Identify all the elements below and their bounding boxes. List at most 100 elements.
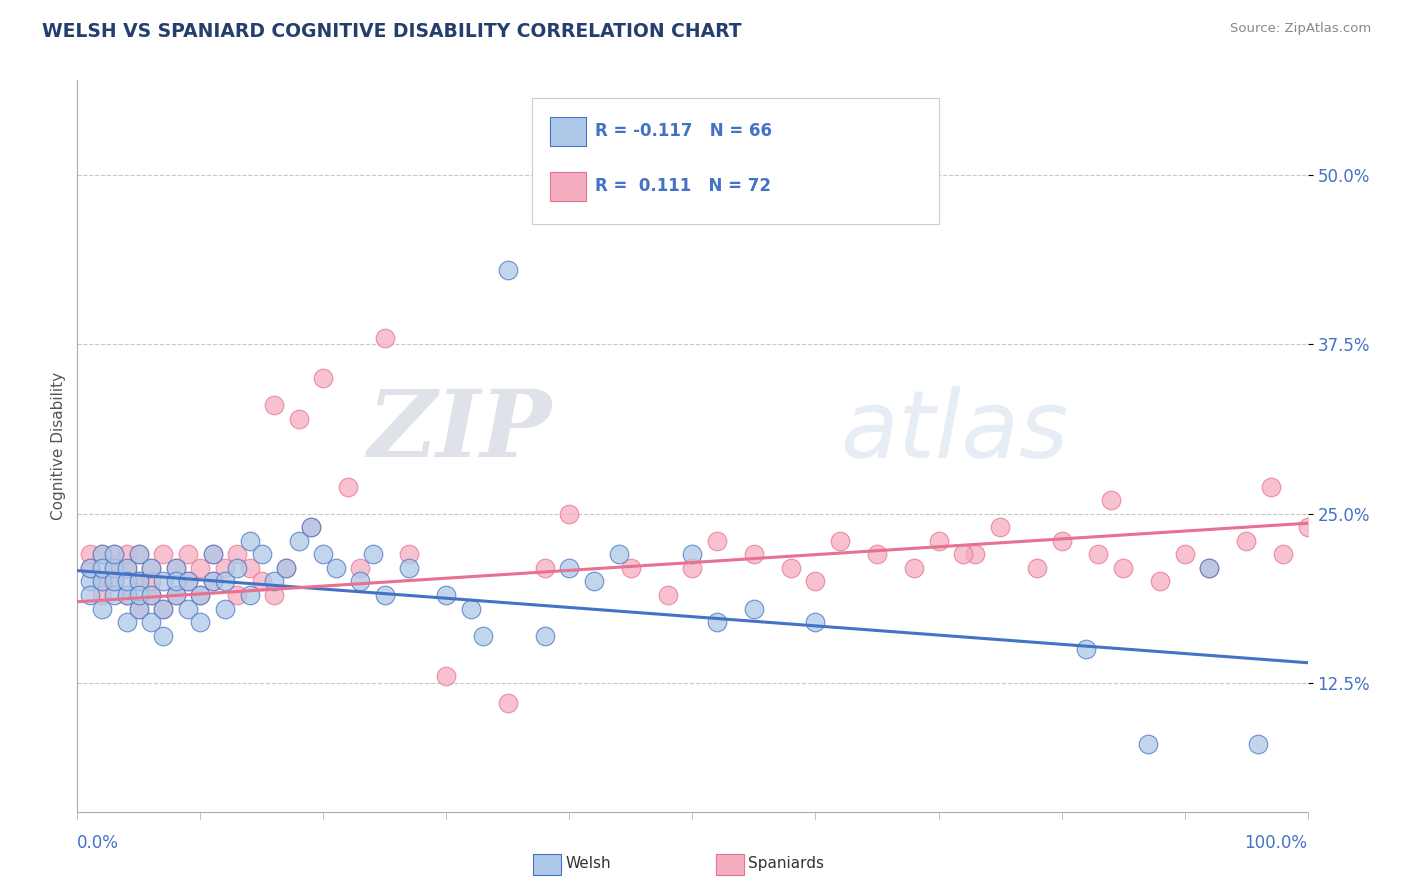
Point bbox=[188, 615, 212, 629]
Point bbox=[1076, 642, 1098, 657]
Text: atlas: atlas bbox=[841, 386, 1069, 477]
Point bbox=[496, 263, 519, 277]
Point bbox=[141, 574, 163, 589]
Point bbox=[288, 412, 311, 426]
Point bbox=[90, 547, 114, 561]
Text: R = -0.117   N = 66: R = -0.117 N = 66 bbox=[595, 122, 772, 140]
Point bbox=[128, 547, 150, 561]
Point bbox=[1112, 561, 1135, 575]
Point bbox=[201, 574, 224, 589]
Point bbox=[496, 697, 519, 711]
Point bbox=[1296, 520, 1319, 534]
Point bbox=[177, 574, 200, 589]
Point bbox=[79, 561, 101, 575]
Point bbox=[177, 547, 200, 561]
Point bbox=[214, 601, 236, 615]
Point bbox=[866, 547, 889, 561]
Point bbox=[299, 520, 322, 534]
Point bbox=[1272, 547, 1295, 561]
Point bbox=[128, 574, 150, 589]
Y-axis label: Cognitive Disability: Cognitive Disability bbox=[51, 372, 66, 520]
Point bbox=[201, 574, 224, 589]
Point bbox=[657, 588, 679, 602]
Point bbox=[276, 561, 298, 575]
Point bbox=[276, 561, 298, 575]
Point bbox=[374, 588, 396, 602]
Point bbox=[780, 561, 803, 575]
Point bbox=[460, 601, 482, 615]
Point bbox=[1260, 480, 1282, 494]
Point bbox=[312, 547, 335, 561]
Point bbox=[558, 507, 581, 521]
Point bbox=[152, 601, 174, 615]
Point bbox=[325, 561, 347, 575]
Point bbox=[103, 588, 125, 602]
Point bbox=[188, 588, 212, 602]
Point bbox=[742, 547, 765, 561]
Text: Spaniards: Spaniards bbox=[748, 856, 824, 871]
Point bbox=[79, 574, 101, 589]
Point bbox=[152, 547, 174, 561]
Point bbox=[103, 561, 125, 575]
Point bbox=[374, 331, 396, 345]
Point bbox=[804, 574, 827, 589]
Point bbox=[128, 601, 150, 615]
Point bbox=[1234, 533, 1257, 548]
Point bbox=[141, 561, 163, 575]
Point bbox=[115, 588, 138, 602]
Point bbox=[263, 398, 285, 412]
Point bbox=[79, 547, 101, 561]
Point bbox=[1198, 561, 1220, 575]
Point bbox=[534, 629, 557, 643]
Point bbox=[165, 561, 187, 575]
Point bbox=[337, 480, 360, 494]
Point bbox=[103, 561, 125, 575]
Point bbox=[436, 669, 458, 683]
Point bbox=[436, 588, 458, 602]
Text: Source: ZipAtlas.com: Source: ZipAtlas.com bbox=[1230, 22, 1371, 36]
Point bbox=[239, 588, 262, 602]
Point bbox=[103, 574, 125, 589]
Point bbox=[214, 574, 236, 589]
Point bbox=[141, 561, 163, 575]
Point bbox=[201, 547, 224, 561]
Point bbox=[79, 588, 101, 602]
Point bbox=[90, 574, 114, 589]
Text: R =  0.111   N = 72: R = 0.111 N = 72 bbox=[595, 178, 770, 195]
Point bbox=[103, 574, 125, 589]
Point bbox=[1198, 561, 1220, 575]
Point bbox=[90, 588, 114, 602]
Point bbox=[928, 533, 950, 548]
Point bbox=[115, 588, 138, 602]
Point bbox=[79, 561, 101, 575]
Point bbox=[1099, 493, 1122, 508]
Point bbox=[115, 615, 138, 629]
Point bbox=[177, 601, 200, 615]
Text: WELSH VS SPANIARD COGNITIVE DISABILITY CORRELATION CHART: WELSH VS SPANIARD COGNITIVE DISABILITY C… bbox=[42, 22, 742, 41]
Point bbox=[115, 561, 138, 575]
Point bbox=[141, 615, 163, 629]
Point bbox=[152, 574, 174, 589]
Point bbox=[226, 561, 249, 575]
Point bbox=[965, 547, 987, 561]
Point bbox=[1247, 737, 1270, 751]
Point bbox=[226, 588, 249, 602]
Point bbox=[103, 547, 125, 561]
Point bbox=[201, 547, 224, 561]
Point bbox=[128, 588, 150, 602]
Point bbox=[288, 533, 311, 548]
Point bbox=[250, 547, 273, 561]
Point bbox=[398, 547, 420, 561]
Point bbox=[620, 561, 643, 575]
Point bbox=[263, 588, 285, 602]
Point bbox=[1136, 737, 1159, 751]
Point bbox=[988, 520, 1011, 534]
Point bbox=[90, 547, 114, 561]
Point bbox=[226, 547, 249, 561]
Point bbox=[152, 601, 174, 615]
Point bbox=[952, 547, 974, 561]
Point bbox=[349, 561, 371, 575]
Point bbox=[263, 574, 285, 589]
Text: Welsh: Welsh bbox=[565, 856, 610, 871]
Point bbox=[128, 601, 150, 615]
